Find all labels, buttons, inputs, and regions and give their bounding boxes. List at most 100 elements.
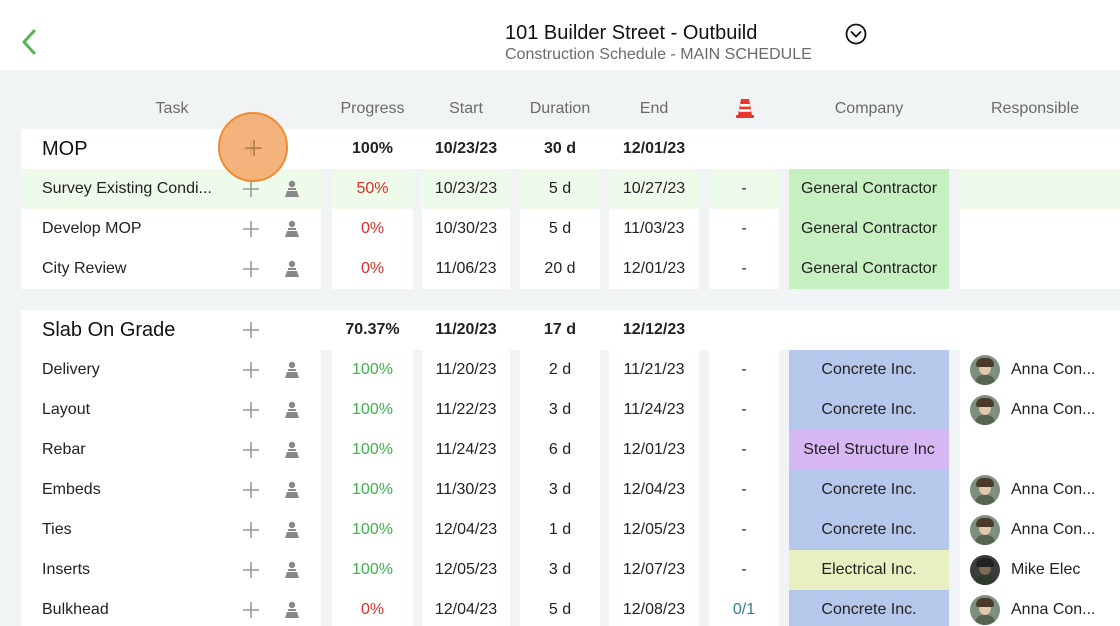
- table-row[interactable]: Bulkhead 0% 12/04/23 5 d 12/08/23 0/1 Co…: [21, 590, 1120, 626]
- task-name[interactable]: Inserts: [42, 561, 91, 578]
- task-end[interactable]: 12/07/23: [609, 550, 699, 590]
- column-header-start[interactable]: Start: [449, 100, 483, 117]
- task-progress[interactable]: 100%: [332, 550, 413, 590]
- group-header-row[interactable]: MOP 100% 10/23/23 30 d 12/01/23: [21, 129, 1120, 169]
- column-header-responsible[interactable]: Responsible: [990, 100, 1080, 117]
- task-start[interactable]: 11/22/23: [422, 390, 510, 430]
- assign-person-icon[interactable]: [283, 560, 301, 580]
- task-start[interactable]: 11/20/23: [422, 350, 510, 390]
- task-start[interactable]: 12/04/23: [422, 590, 510, 626]
- table-row[interactable]: Develop MOP 0% 10/30/23 5 d 11/03/23 - G…: [21, 209, 1120, 249]
- task-responsible-cell[interactable]: Anna Con...: [960, 590, 1120, 626]
- task-constraints[interactable]: -: [709, 510, 779, 550]
- add-subtask-icon[interactable]: [242, 401, 260, 419]
- task-constraints[interactable]: -: [709, 550, 779, 590]
- task-company[interactable]: General Contractor: [789, 249, 949, 289]
- task-responsible-cell[interactable]: Anna Con...: [960, 510, 1120, 550]
- task-duration[interactable]: 5 d: [520, 209, 600, 249]
- task-duration[interactable]: 6 d: [520, 430, 600, 470]
- task-company[interactable]: Concrete Inc.: [789, 510, 949, 550]
- add-subtask-icon[interactable]: [242, 260, 260, 278]
- task-progress[interactable]: 100%: [332, 470, 413, 510]
- task-name[interactable]: Bulkhead: [42, 601, 109, 618]
- table-row[interactable]: City Review 0% 11/06/23 20 d 12/01/23 - …: [21, 249, 1120, 289]
- assign-person-icon[interactable]: [283, 440, 301, 460]
- assign-person-icon[interactable]: [283, 520, 301, 540]
- assign-person-icon[interactable]: [283, 480, 301, 500]
- column-header-company[interactable]: Company: [834, 100, 904, 117]
- assign-person-icon[interactable]: [283, 259, 301, 279]
- task-progress[interactable]: 50%: [332, 169, 413, 209]
- assign-person-icon[interactable]: [283, 179, 301, 199]
- task-constraints[interactable]: -: [709, 169, 779, 209]
- task-duration[interactable]: 20 d: [520, 249, 600, 289]
- add-subtask-icon[interactable]: [242, 180, 260, 198]
- task-constraints[interactable]: 0/1: [709, 590, 779, 626]
- task-name[interactable]: Survey Existing Condi...: [42, 180, 212, 197]
- task-start[interactable]: 10/23/23: [422, 169, 510, 209]
- column-header-task[interactable]: Task: [155, 100, 189, 117]
- task-responsible-cell[interactable]: Anna Con...: [960, 470, 1120, 510]
- assign-person-icon[interactable]: [283, 600, 301, 620]
- task-company[interactable]: Steel Structure Inc: [789, 430, 949, 470]
- chevron-down-circle-icon[interactable]: [845, 23, 867, 45]
- add-task-icon[interactable]: [242, 321, 260, 339]
- add-subtask-icon[interactable]: [242, 441, 260, 459]
- task-end[interactable]: 12/08/23: [609, 590, 699, 626]
- add-subtask-icon[interactable]: [242, 561, 260, 579]
- task-progress[interactable]: 100%: [332, 390, 413, 430]
- task-end[interactable]: 11/03/23: [609, 209, 699, 249]
- task-progress[interactable]: 100%: [332, 350, 413, 390]
- task-company[interactable]: Electrical Inc.: [789, 550, 949, 590]
- task-name[interactable]: Rebar: [42, 441, 86, 458]
- task-duration[interactable]: 5 d: [520, 169, 600, 209]
- table-row[interactable]: Survey Existing Condi... 50% 10/23/23 5 …: [21, 169, 1120, 209]
- task-responsible-cell[interactable]: [960, 209, 1120, 249]
- task-duration[interactable]: 2 d: [520, 350, 600, 390]
- task-constraints[interactable]: -: [709, 350, 779, 390]
- task-name[interactable]: Ties: [42, 521, 72, 538]
- task-progress[interactable]: 100%: [332, 430, 413, 470]
- column-header-duration[interactable]: Duration: [529, 100, 591, 117]
- task-start[interactable]: 10/30/23: [422, 209, 510, 249]
- task-duration[interactable]: 3 d: [520, 390, 600, 430]
- task-responsible-cell[interactable]: [960, 430, 1120, 470]
- task-name[interactable]: City Review: [42, 260, 127, 277]
- task-progress[interactable]: 0%: [332, 249, 413, 289]
- add-subtask-icon[interactable]: [242, 220, 260, 238]
- task-company[interactable]: General Contractor: [789, 169, 949, 209]
- add-subtask-icon[interactable]: [242, 521, 260, 539]
- task-duration[interactable]: 3 d: [520, 550, 600, 590]
- task-constraints[interactable]: -: [709, 390, 779, 430]
- task-start[interactable]: 11/30/23: [422, 470, 510, 510]
- task-company[interactable]: Concrete Inc.: [789, 390, 949, 430]
- table-row[interactable]: Rebar 100% 11/24/23 6 d 12/01/23 - Steel…: [21, 430, 1120, 470]
- task-responsible-cell[interactable]: [960, 169, 1120, 209]
- assign-person-icon[interactable]: [283, 360, 301, 380]
- table-row[interactable]: Ties 100% 12/04/23 1 d 12/05/23 - Concre…: [21, 510, 1120, 550]
- task-end[interactable]: 12/05/23: [609, 510, 699, 550]
- task-name[interactable]: Delivery: [42, 361, 100, 378]
- task-progress[interactable]: 0%: [332, 209, 413, 249]
- task-responsible-cell[interactable]: Mike Elec: [960, 550, 1120, 590]
- table-row[interactable]: Embeds 100% 11/30/23 3 d 12/04/23 - Conc…: [21, 470, 1120, 510]
- task-duration[interactable]: 3 d: [520, 470, 600, 510]
- task-start[interactable]: 12/04/23: [422, 510, 510, 550]
- column-header-progress[interactable]: Progress: [340, 100, 405, 117]
- group-header-row[interactable]: Slab On Grade 70.37% 11/20/23 17 d 12/12…: [21, 310, 1120, 350]
- task-name[interactable]: Embeds: [42, 481, 101, 498]
- assign-person-icon[interactable]: [283, 400, 301, 420]
- task-name[interactable]: Layout: [42, 401, 91, 418]
- task-company[interactable]: Concrete Inc.: [789, 470, 949, 510]
- task-responsible-cell[interactable]: [960, 249, 1120, 289]
- task-end[interactable]: 11/21/23: [609, 350, 699, 390]
- task-company[interactable]: Concrete Inc.: [789, 350, 949, 390]
- task-constraints[interactable]: -: [709, 209, 779, 249]
- traffic-cone-icon[interactable]: [734, 96, 756, 120]
- table-row[interactable]: Inserts 100% 12/05/23 3 d 12/07/23 - Ele…: [21, 550, 1120, 590]
- task-start[interactable]: 11/06/23: [422, 249, 510, 289]
- task-duration[interactable]: 5 d: [520, 590, 600, 626]
- table-row[interactable]: Layout 100% 11/22/23 3 d 11/24/23 - Conc…: [21, 390, 1120, 430]
- task-constraints[interactable]: -: [709, 430, 779, 470]
- table-row[interactable]: Delivery 100% 11/20/23 2 d 11/21/23 - Co…: [21, 350, 1120, 390]
